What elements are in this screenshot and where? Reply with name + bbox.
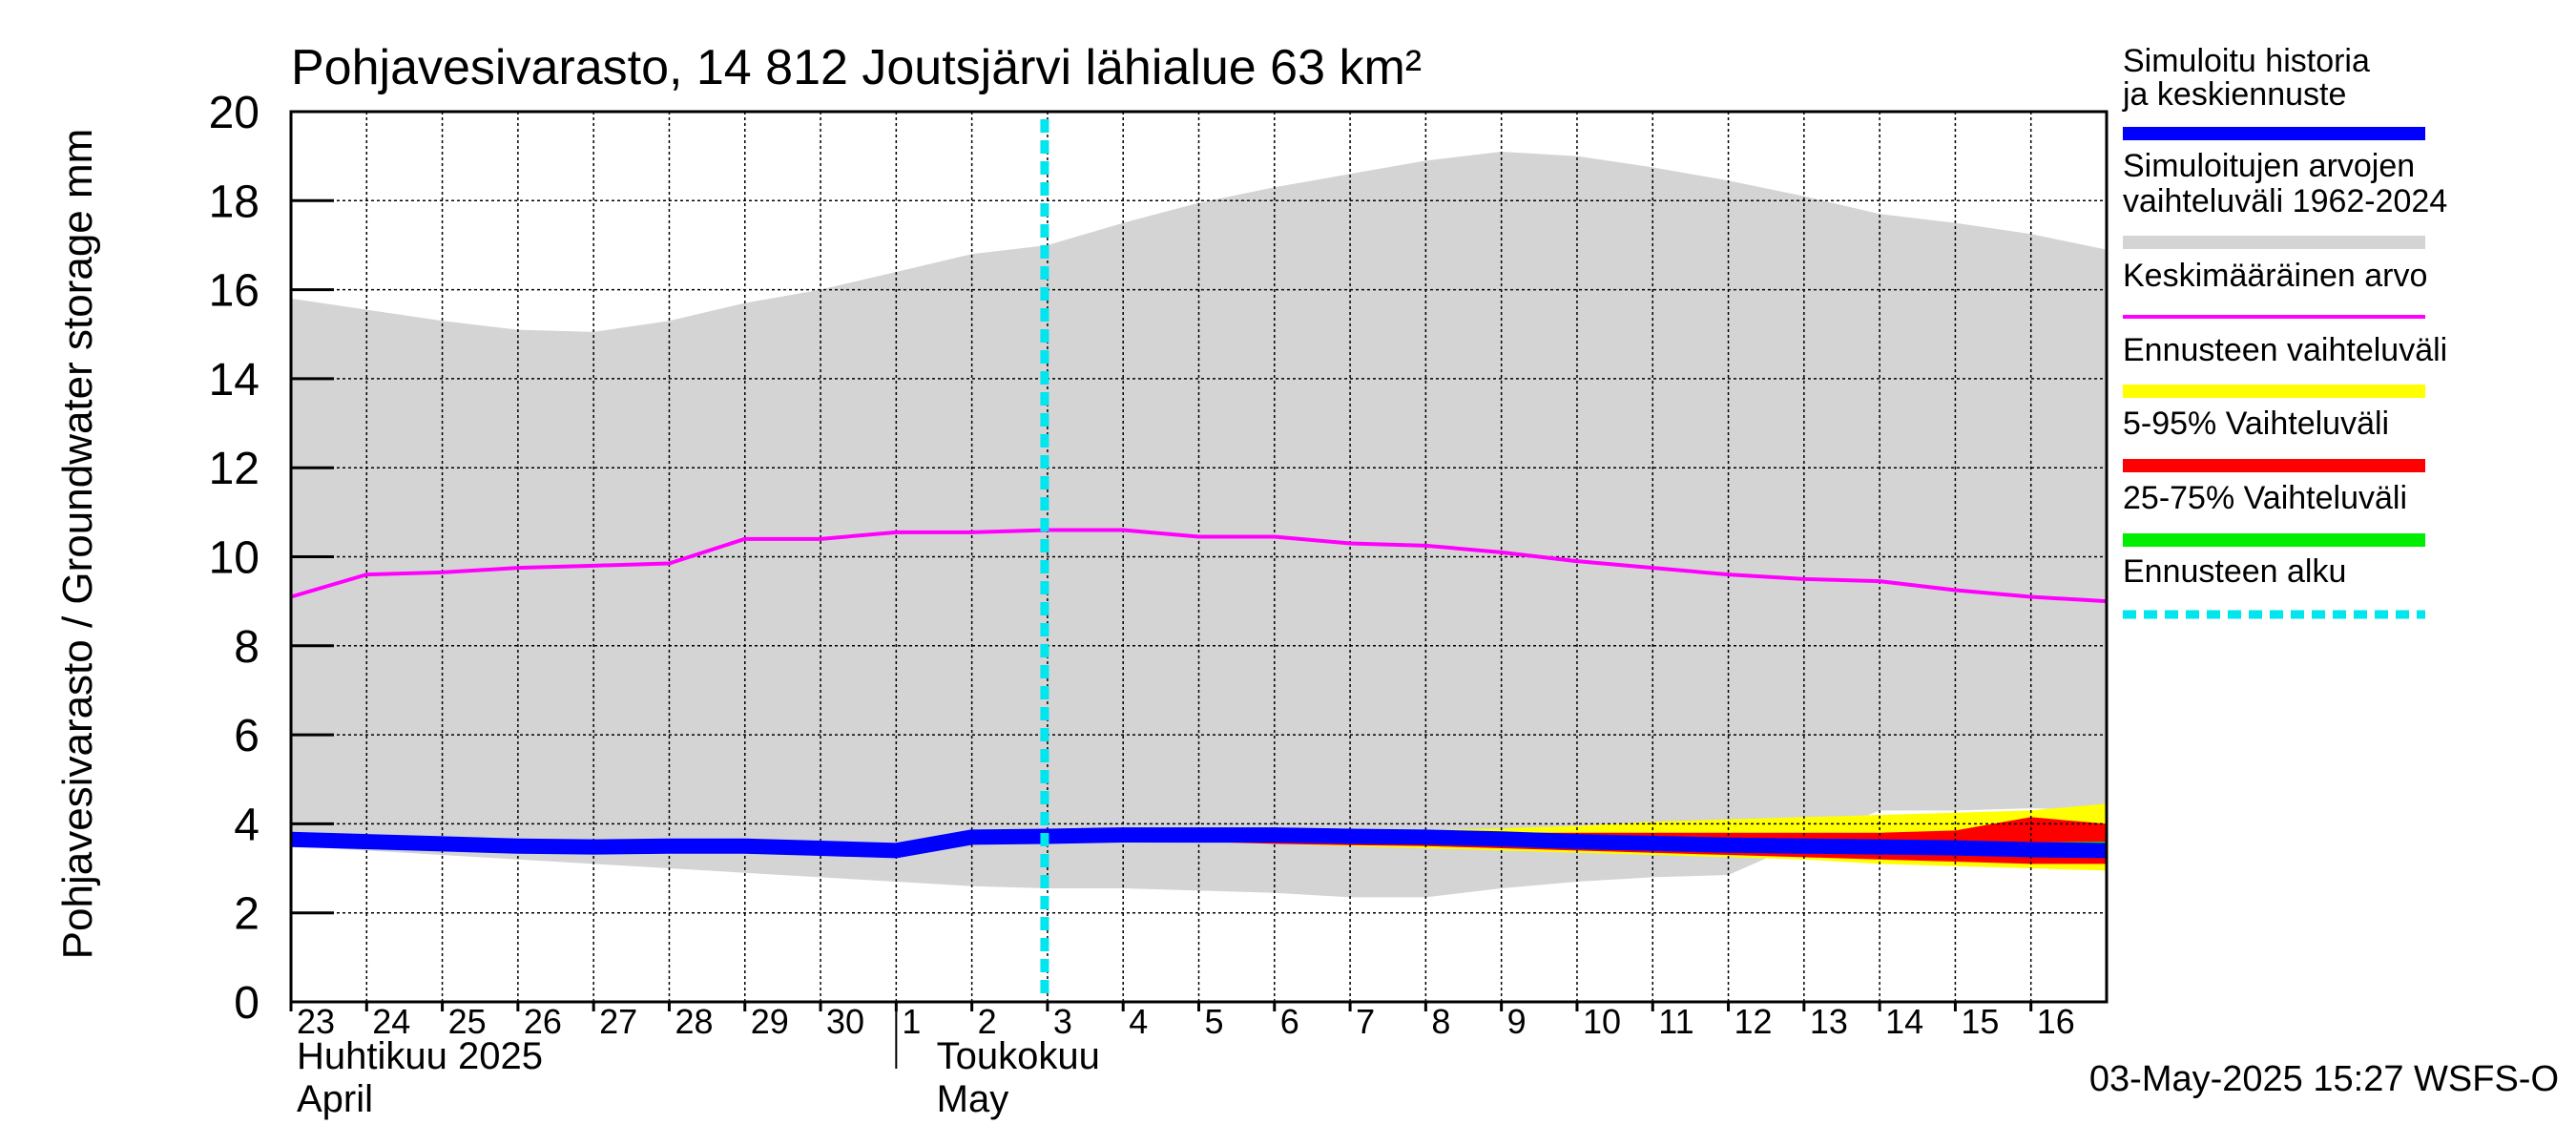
y-tick-label: 6 bbox=[234, 711, 260, 761]
y-axis-ticks: 0 2 4 6 8 10 12 14 16 18 20 bbox=[209, 88, 334, 1029]
y-tick-label: 18 bbox=[209, 177, 260, 227]
x-tick-label: 26 bbox=[524, 1002, 562, 1041]
x-tick-label: 10 bbox=[1583, 1002, 1621, 1041]
x-tick-label: 4 bbox=[1129, 1002, 1148, 1041]
chart-title: Pohjavesivarasto, 14 812 Joutsjärvi lähi… bbox=[291, 40, 1422, 95]
x-tick-label: 3 bbox=[1053, 1002, 1072, 1041]
x-tick-label: 29 bbox=[751, 1002, 789, 1041]
y-tick-label: 10 bbox=[209, 533, 260, 584]
x-tick-label: 25 bbox=[448, 1002, 487, 1041]
series-line-simuloitu-historia-ja-keskiennuste bbox=[290, 827, 2108, 859]
x-tick-label: 7 bbox=[1356, 1002, 1375, 1041]
x-tick-label: 5 bbox=[1205, 1002, 1224, 1041]
x-tick-label: 13 bbox=[1810, 1002, 1848, 1041]
x-tick-label: 30 bbox=[826, 1002, 864, 1041]
series-line-keskimaarainen-arvo bbox=[290, 528, 2108, 604]
x-tick-label: 1 bbox=[902, 1002, 921, 1041]
legend: Simuloitu historia ja keskiennuste Simuloi… bbox=[2122, 43, 2447, 619]
legend-label-simuloitu-historia-ja-keskiennuste: Simuloitu historia ja keskiennuste bbox=[2122, 43, 2370, 113]
month-label-fi: Huhtikuu 2025 bbox=[297, 1035, 543, 1077]
y-tick-label: 16 bbox=[209, 266, 260, 317]
y-axis-label: Pohjavesivarasto / Groundwater storage m… bbox=[54, 129, 101, 960]
grid-lines bbox=[291, 111, 2107, 1002]
x-tick-label: 11 bbox=[1658, 1002, 1693, 1041]
y-tick-label: 2 bbox=[234, 889, 260, 940]
legend-label-ennusteen-alku: Ennusteen alku bbox=[2123, 553, 2346, 590]
legend-label-ennusteen-vaihteluvali: Ennusteen vaihteluväli bbox=[2123, 332, 2447, 368]
legend-label-5-95-vaihteluvali: 5-95% Vaihteluväli bbox=[2123, 406, 2389, 442]
y-tick-label: 8 bbox=[234, 622, 260, 673]
y-tick-label: 12 bbox=[209, 444, 260, 494]
month-label-fi: Toukokuu bbox=[937, 1035, 1100, 1077]
x-tick-label: 24 bbox=[372, 1002, 410, 1041]
series-lines bbox=[290, 119, 2108, 1002]
month-label-en: May bbox=[937, 1078, 1009, 1120]
x-tick-label: 2 bbox=[978, 1002, 997, 1041]
legend-label-simuloitujen-arvojen-vaihteluvali-1962-2024: Simuloitujen arvojen vaihteluväli 1962-20… bbox=[2123, 148, 2447, 219]
y-tick-label: 14 bbox=[209, 355, 260, 406]
x-tick-label: 16 bbox=[2037, 1002, 2075, 1041]
legend-label-keskimaarainen-arvo: Keskimääräinen arvo bbox=[2123, 258, 2427, 294]
month-label-en: April bbox=[297, 1078, 373, 1120]
x-tick-label: 12 bbox=[1735, 1002, 1773, 1041]
y-tick-label: 4 bbox=[234, 800, 260, 850]
y-tick-label: 20 bbox=[209, 88, 260, 138]
x-tick-label: 28 bbox=[675, 1002, 713, 1041]
x-tick-label: 27 bbox=[599, 1002, 637, 1041]
x-tick-label: 15 bbox=[1961, 1002, 1999, 1041]
x-tick-label: 8 bbox=[1431, 1002, 1450, 1041]
x-tick-label: 9 bbox=[1507, 1002, 1527, 1041]
x-tick-label: 23 bbox=[297, 1002, 335, 1041]
x-axis-ticks: 23 24 25 26 27 28 29 30 1 2 3 4 5 6 7 8 9 10 11 12 13 14 15 16H… bbox=[289, 1002, 2075, 1120]
timestamp: 03-May-2025 15:27 WSFS-O bbox=[2089, 1059, 2559, 1099]
x-tick-label: 6 bbox=[1280, 1002, 1299, 1041]
x-tick-label: 14 bbox=[1885, 1002, 1923, 1041]
legend-label-25-75-vaihteluvali: 25-75% Vaihteluväli bbox=[2123, 480, 2407, 516]
y-tick-label: 0 bbox=[234, 978, 260, 1029]
